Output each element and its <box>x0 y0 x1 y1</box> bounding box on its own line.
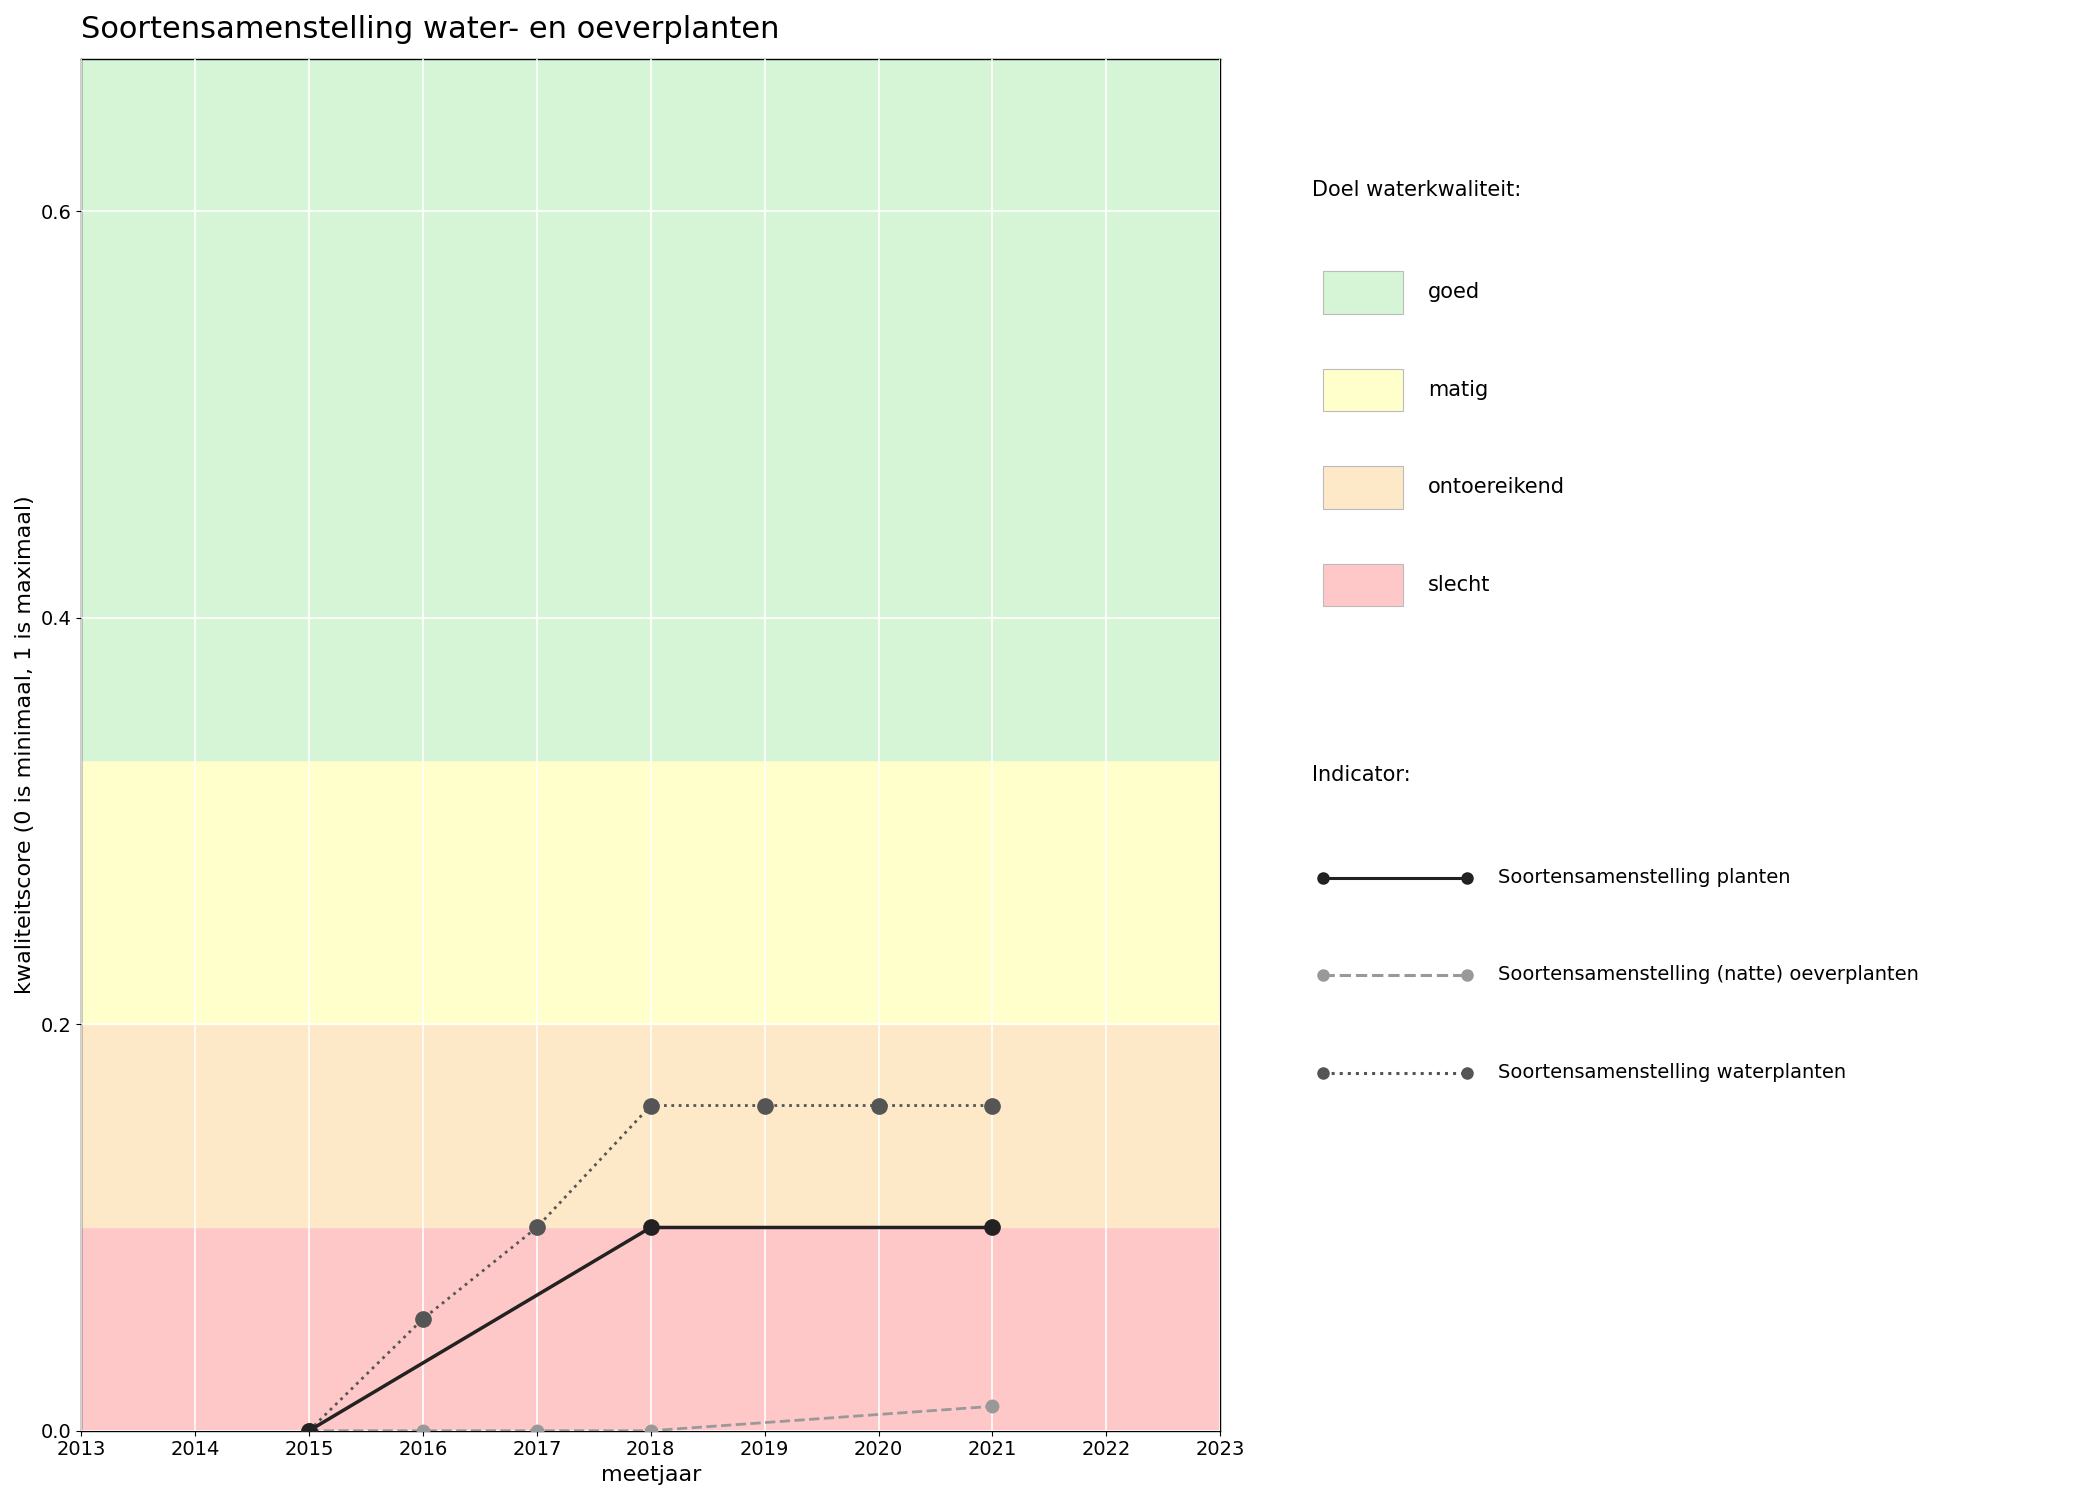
Soortensamenstelling planten <box>638 1218 664 1236</box>
Y-axis label: kwaliteitscore (0 is minimaal, 1 is maximaal): kwaliteitscore (0 is minimaal, 1 is maxi… <box>15 495 36 994</box>
Bar <box>82 760 1220 1024</box>
Text: Soortensamenstelling waterplanten: Soortensamenstelling waterplanten <box>1497 1064 1846 1082</box>
Bar <box>82 58 1220 760</box>
Soortensamenstelling (natte) oeverplanten <box>525 1422 550 1440</box>
Soortensamenstelling waterplanten <box>865 1096 890 1114</box>
Line: Soortensamenstelling (natte) oeverplanten: Soortensamenstelling (natte) oeverplante… <box>302 1400 1000 1437</box>
Soortensamenstelling waterplanten <box>638 1096 664 1114</box>
Soortensamenstelling (natte) oeverplanten <box>410 1422 435 1440</box>
Soortensamenstelling waterplanten <box>981 1096 1006 1114</box>
Text: goed: goed <box>1428 282 1480 303</box>
Soortensamenstelling waterplanten <box>752 1096 777 1114</box>
Line: Soortensamenstelling waterplanten: Soortensamenstelling waterplanten <box>300 1098 1000 1438</box>
Soortensamenstelling waterplanten <box>410 1310 435 1328</box>
Text: matig: matig <box>1428 380 1489 400</box>
Text: Soortensamenstelling (natte) oeverplanten: Soortensamenstelling (natte) oeverplante… <box>1497 966 1919 984</box>
Text: ontoereikend: ontoereikend <box>1428 477 1564 498</box>
Soortensamenstelling planten <box>296 1422 321 1440</box>
Text: Soortensamenstelling water- en oeverplanten: Soortensamenstelling water- en oeverplan… <box>82 15 779 44</box>
Soortensamenstelling waterplanten <box>525 1218 550 1236</box>
Soortensamenstelling planten <box>981 1218 1006 1236</box>
Bar <box>82 1024 1220 1227</box>
Soortensamenstelling waterplanten <box>296 1422 321 1440</box>
Bar <box>82 1227 1220 1431</box>
X-axis label: meetjaar: meetjaar <box>601 1466 701 1485</box>
Text: slecht: slecht <box>1428 574 1491 596</box>
Line: Soortensamenstelling planten: Soortensamenstelling planten <box>300 1220 1000 1438</box>
Soortensamenstelling (natte) oeverplanten <box>296 1422 321 1440</box>
Soortensamenstelling (natte) oeverplanten <box>981 1398 1006 1416</box>
Text: Indicator:: Indicator: <box>1312 765 1411 784</box>
Soortensamenstelling (natte) oeverplanten <box>638 1422 664 1440</box>
Text: Doel waterkwaliteit:: Doel waterkwaliteit: <box>1312 180 1522 200</box>
Text: Soortensamenstelling planten: Soortensamenstelling planten <box>1497 868 1791 886</box>
